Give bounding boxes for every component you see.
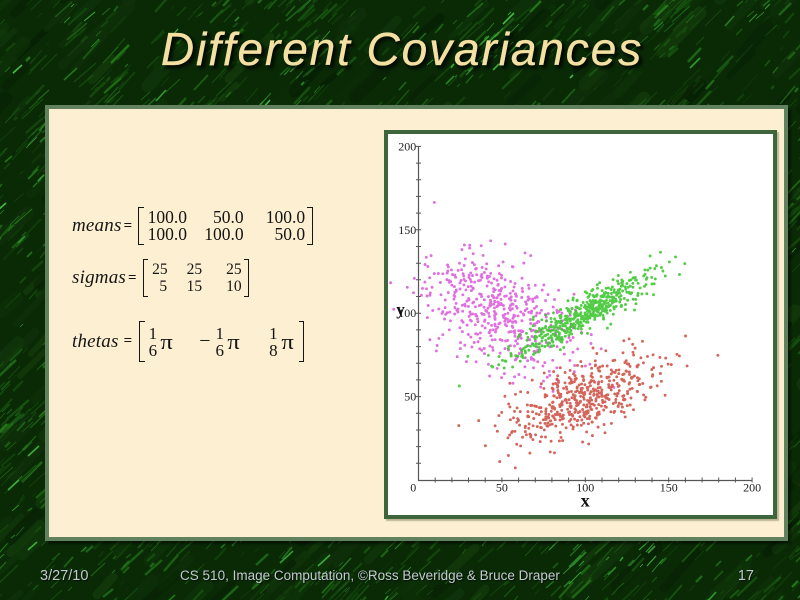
svg-text:200: 200 (398, 139, 416, 153)
svg-text:50: 50 (404, 390, 416, 404)
svg-text:x: x (581, 491, 590, 511)
svg-text:50: 50 (496, 481, 508, 495)
svg-text:100: 100 (576, 481, 594, 495)
svg-text:y: y (396, 300, 405, 319)
svg-text:100: 100 (398, 306, 416, 320)
svg-text:150: 150 (398, 223, 416, 237)
svg-text:150: 150 (660, 481, 678, 495)
svg-text:200: 200 (743, 481, 761, 495)
svg-text:0: 0 (410, 481, 416, 495)
